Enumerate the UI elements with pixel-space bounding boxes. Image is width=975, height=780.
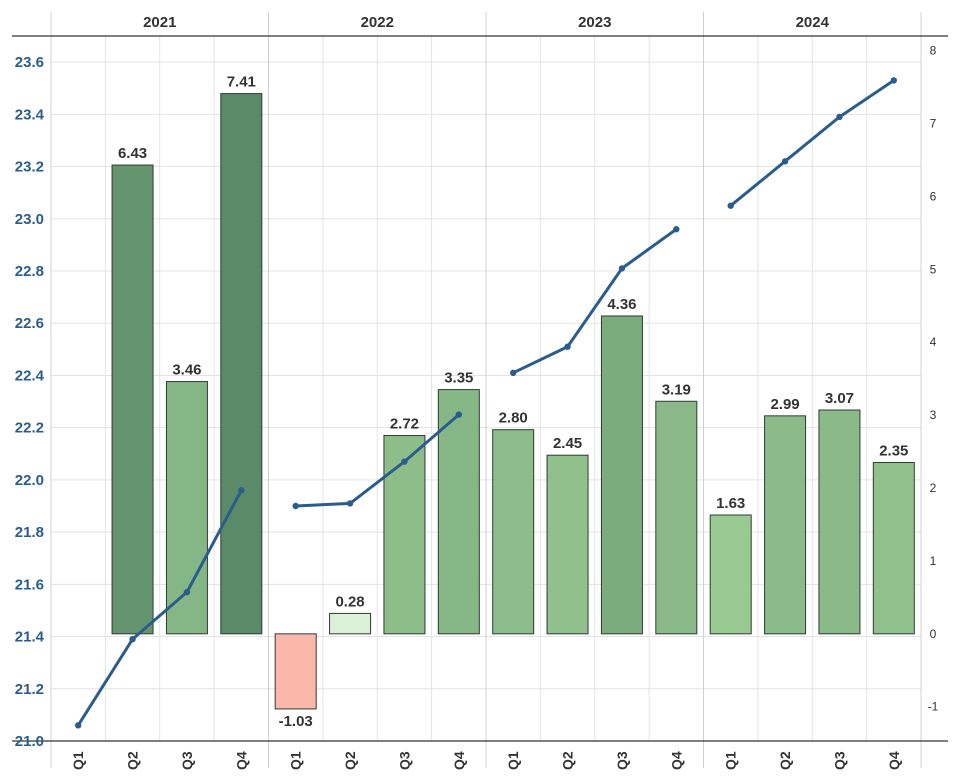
left-axis-tick: 22.6 bbox=[15, 315, 44, 332]
data-label: 0.28 bbox=[335, 593, 364, 610]
data-label: 2.72 bbox=[390, 416, 419, 433]
line-point bbox=[74, 722, 82, 729]
data-label: 7.41 bbox=[227, 74, 256, 91]
right-axis-tick: 8 bbox=[930, 44, 937, 58]
line-segment-2021 bbox=[76, 488, 243, 727]
quarter-label: Q3 bbox=[179, 751, 195, 770]
bar-2021-q4 bbox=[220, 93, 263, 635]
bar-2023-q4 bbox=[655, 400, 698, 635]
data-label: 2.80 bbox=[499, 410, 528, 427]
right-axis-tick: -1 bbox=[928, 700, 939, 714]
quarter-label: Q1 bbox=[723, 751, 739, 770]
bar-2022-q3 bbox=[383, 435, 426, 635]
quarter-label: Q4 bbox=[886, 751, 902, 770]
left-axis-tick: 22.4 bbox=[15, 367, 45, 384]
quarter-label: Q2 bbox=[342, 751, 358, 770]
line-point bbox=[836, 113, 843, 121]
left-axis-tick: 22.2 bbox=[15, 420, 44, 437]
quarter-label: Q3 bbox=[396, 751, 412, 770]
quarter-label: Q3 bbox=[831, 751, 847, 770]
bar-2022-q1 bbox=[274, 633, 317, 710]
left-axis-tick: 23.6 bbox=[15, 54, 44, 71]
right-axis-tick: 6 bbox=[930, 189, 937, 203]
bar-2024-q4 bbox=[872, 461, 915, 635]
data-label: 6.43 bbox=[118, 145, 147, 162]
right-axis-tick: 1 bbox=[930, 554, 937, 568]
bar-series bbox=[111, 93, 915, 710]
line-point bbox=[509, 369, 517, 377]
line-point bbox=[781, 158, 789, 165]
left-axis-tick: 23.2 bbox=[15, 159, 44, 176]
line-segment-2022 bbox=[294, 413, 461, 508]
quarter-label: Q1 bbox=[288, 751, 304, 770]
right-axis-tick: 3 bbox=[930, 408, 937, 422]
data-labels: 6.43 3.46 7.41 -1.03 0.28 2.72 3.35 2.80 2.45 4.3… bbox=[118, 74, 908, 730]
line-point bbox=[401, 458, 408, 465]
line-point bbox=[890, 77, 898, 84]
line-segment-2024 bbox=[729, 78, 896, 208]
data-label: 2.45 bbox=[553, 435, 582, 452]
left-axis-tick: 21.0 bbox=[15, 733, 44, 750]
year-label-2021: 2021 bbox=[143, 14, 176, 31]
bar-2022-q2 bbox=[329, 612, 372, 635]
bar-2022-q4 bbox=[437, 389, 480, 635]
left-axis-tick: 21.2 bbox=[15, 681, 44, 698]
right-axis-tick: 7 bbox=[930, 116, 937, 130]
left-axis-tick: 22.0 bbox=[15, 472, 44, 489]
bar-2024-q3 bbox=[818, 409, 861, 635]
year-label-2022: 2022 bbox=[361, 14, 394, 31]
quarter-label: Q1 bbox=[505, 751, 521, 770]
quarter-label: Q2 bbox=[777, 751, 793, 770]
quarter-label: Q4 bbox=[668, 751, 684, 770]
right-axis-tick: 2 bbox=[930, 481, 937, 495]
data-label: 3.07 bbox=[825, 390, 854, 407]
quarter-label: Q3 bbox=[614, 751, 630, 770]
line-point bbox=[455, 411, 463, 418]
data-label: 3.46 bbox=[172, 362, 201, 379]
line-point bbox=[564, 343, 571, 350]
line-point bbox=[673, 226, 680, 233]
quarter-label: Q4 bbox=[233, 751, 249, 770]
year-label-2023: 2023 bbox=[578, 14, 611, 31]
data-label: 2.35 bbox=[879, 442, 908, 459]
data-label: 3.35 bbox=[444, 370, 473, 387]
right-axis-tick: 4 bbox=[930, 335, 937, 349]
bar-2023-q1 bbox=[492, 429, 535, 635]
quarter-label: Q4 bbox=[451, 751, 467, 770]
data-label: -1.03 bbox=[279, 713, 313, 730]
bar-2024-q2 bbox=[764, 415, 807, 635]
data-label: 1.63 bbox=[716, 495, 745, 512]
line-point bbox=[727, 202, 734, 209]
bar-2023-q3 bbox=[600, 315, 643, 635]
line-series bbox=[74, 77, 898, 729]
left-axis-tick: 21.4 bbox=[15, 629, 45, 646]
quarter-label: Q1 bbox=[70, 751, 86, 770]
year-label-2024: 2024 bbox=[796, 14, 830, 31]
line-point bbox=[238, 487, 245, 494]
bar-2021-q2 bbox=[111, 164, 154, 635]
bar-2021-q3 bbox=[165, 381, 208, 635]
right-axis-tick: 5 bbox=[930, 262, 937, 276]
data-label: 3.19 bbox=[662, 381, 691, 398]
bar-2023-q2 bbox=[546, 454, 589, 635]
line-segment-2023 bbox=[511, 227, 678, 375]
left-axis-tick: 21.6 bbox=[15, 576, 44, 593]
quarter-label: Q2 bbox=[560, 751, 576, 770]
line-point bbox=[618, 265, 626, 272]
axes: 2021 2022 2023 2024 Q1 Q2 Q3 Q4 Q1 Q2 Q3 Q4 Q1 Q2 Q3 Q4… bbox=[12, 14, 948, 770]
line-point bbox=[346, 500, 354, 507]
right-axis-tick: 0 bbox=[930, 627, 937, 641]
data-label: 4.36 bbox=[607, 296, 636, 313]
line-point bbox=[183, 588, 191, 596]
bar-2024-q1 bbox=[709, 514, 752, 635]
line-point bbox=[292, 502, 299, 510]
data-label: 2.99 bbox=[770, 396, 799, 413]
left-axis-tick: 21.8 bbox=[15, 524, 44, 541]
line-point bbox=[129, 635, 136, 643]
left-axis-tick: 23.4 bbox=[15, 106, 45, 123]
left-axis-tick: 22.8 bbox=[15, 263, 44, 280]
left-axis-tick: 23.0 bbox=[15, 211, 44, 228]
quarter-label: Q2 bbox=[125, 751, 141, 770]
